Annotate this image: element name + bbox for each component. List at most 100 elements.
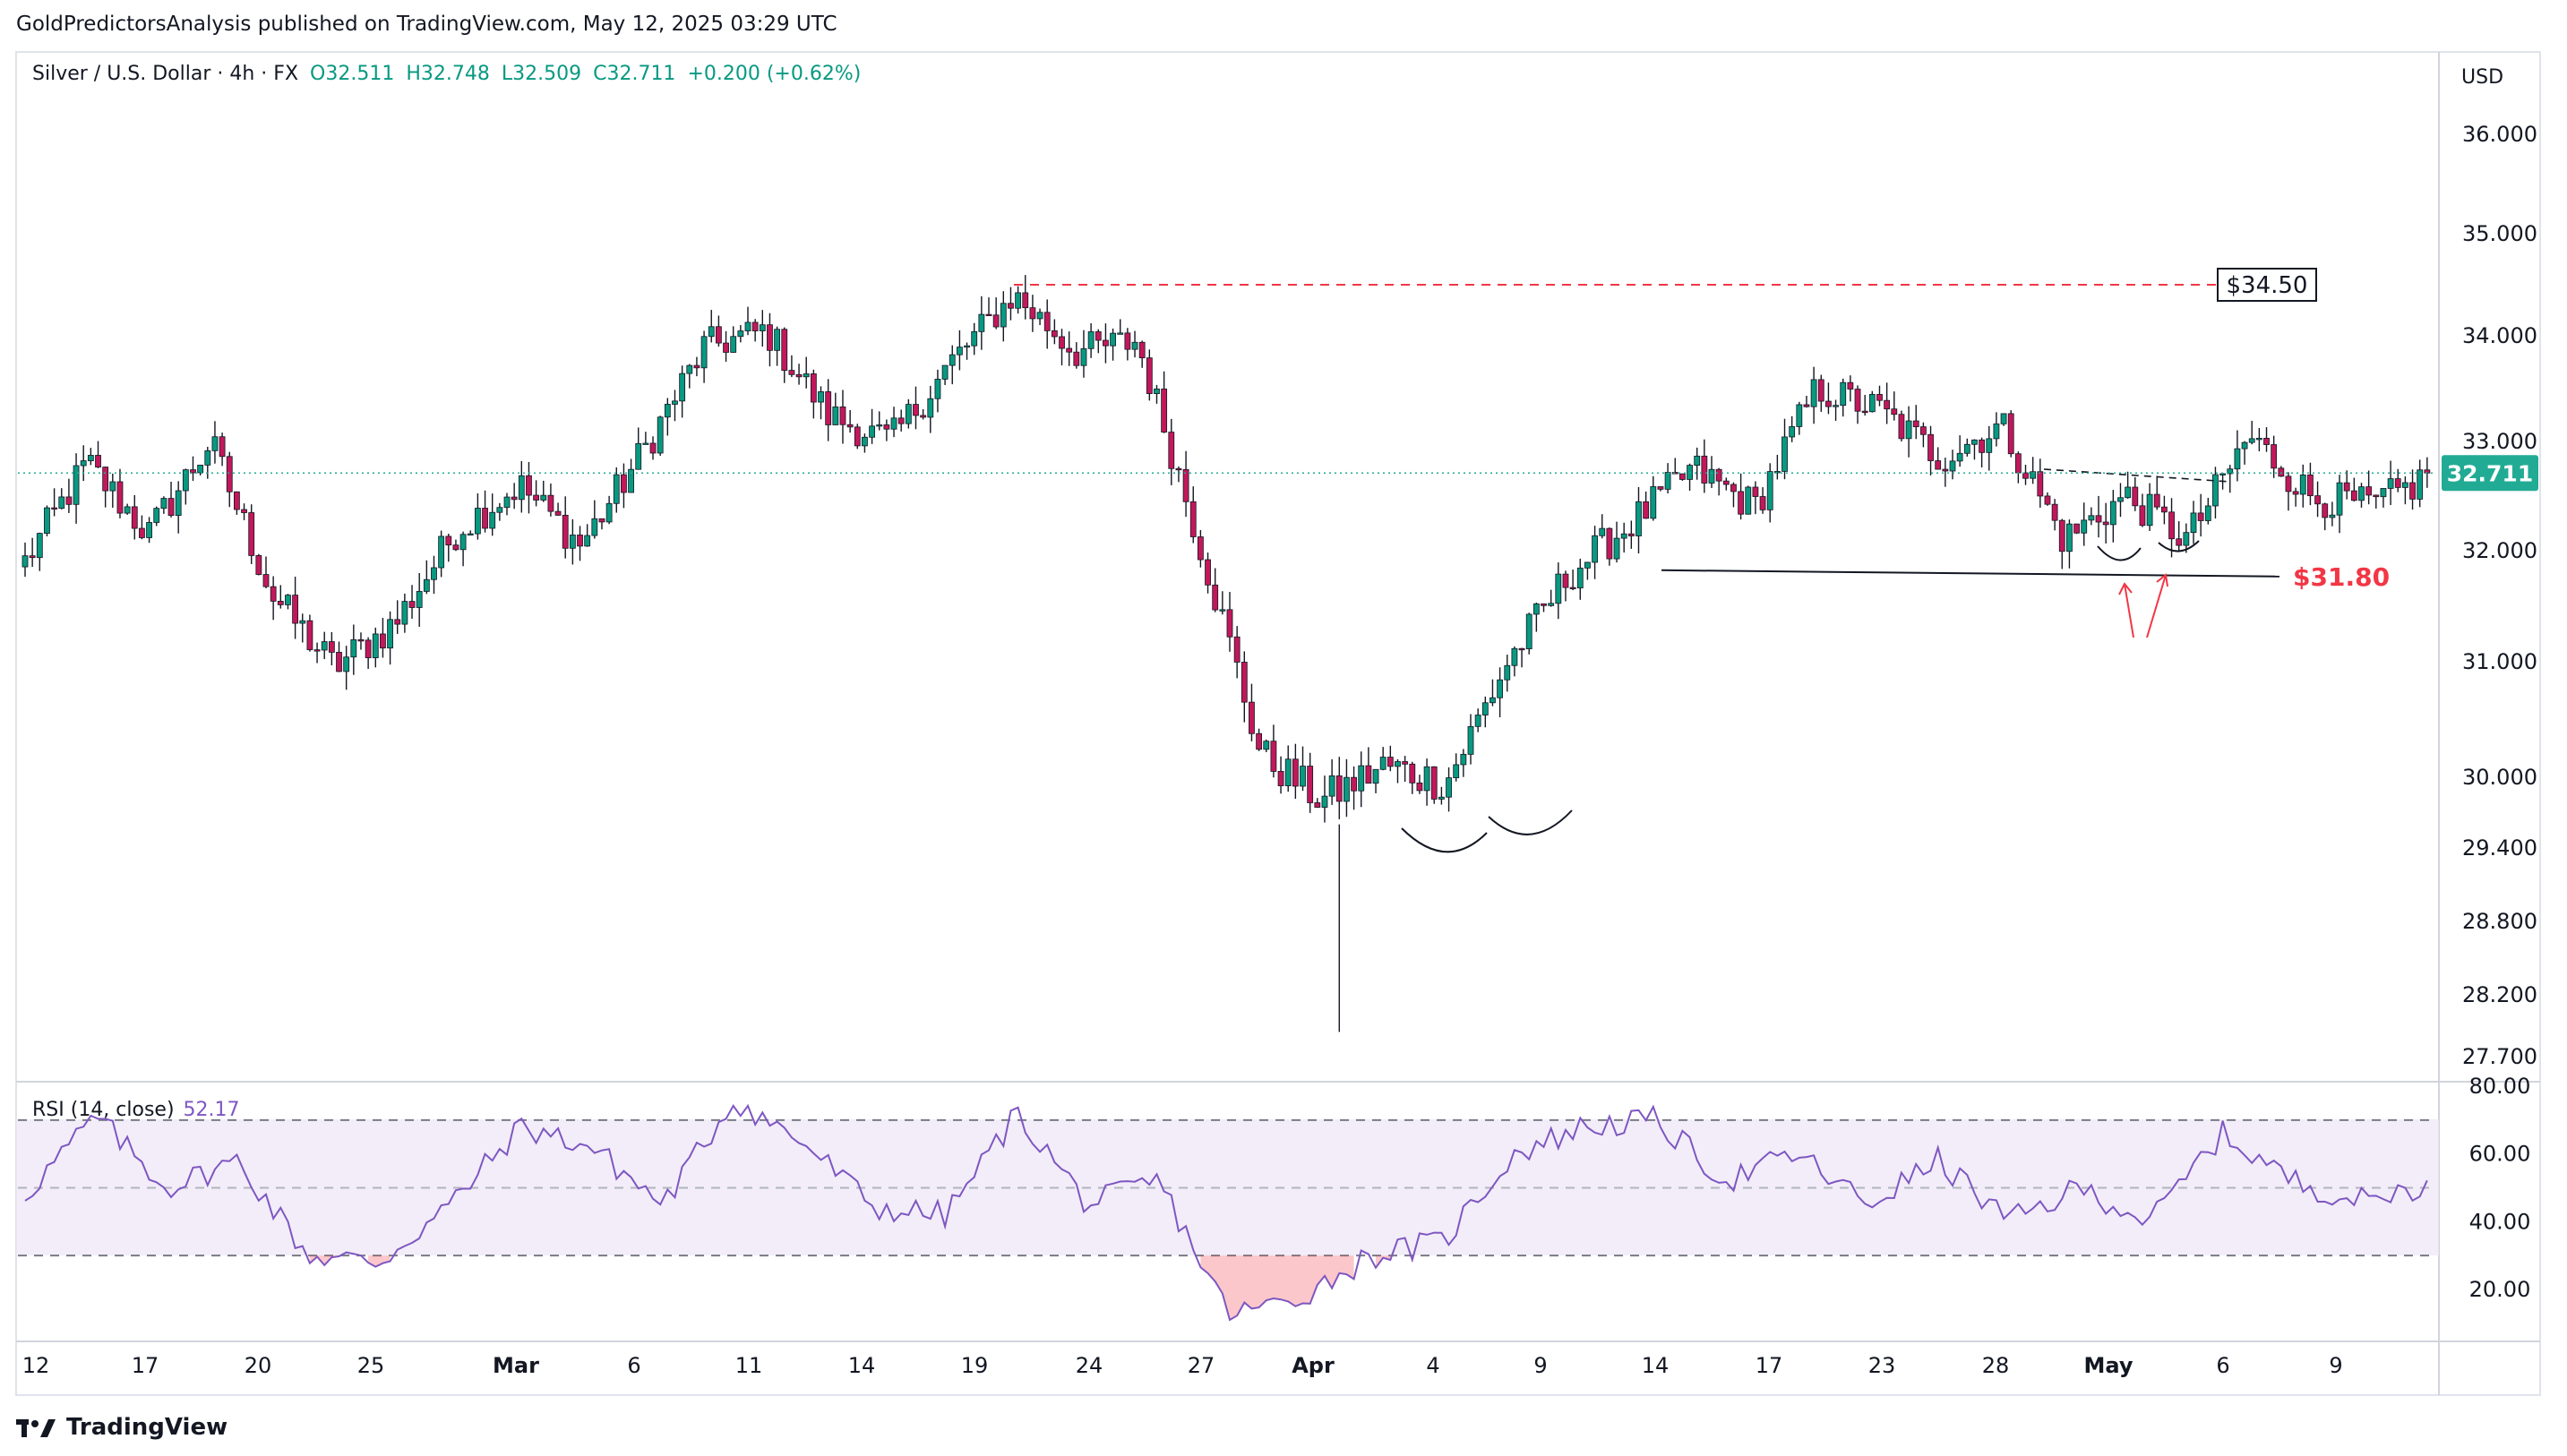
candle-body [482,508,488,529]
candle-body [2022,472,2029,479]
candle-body [1110,332,1116,347]
candle-body [1898,414,1905,440]
candle-body [116,481,124,514]
candle-body [1344,776,1350,802]
tradingview-logo[interactable]: TradingView [16,1411,228,1443]
candle-body [211,436,219,451]
symbol-label[interactable]: Silver / U.S. Dollar · 4h · FX [32,63,299,85]
candle-body [2007,413,2014,455]
candle-body [1935,460,1942,470]
candle-body [2322,503,2329,518]
candle-body [1474,715,1481,727]
arrow-up-right [2146,573,2168,638]
candle-body [503,496,511,509]
candle-body [883,424,890,430]
candle-body [2299,474,2306,495]
candle-body [511,496,518,501]
candle-body [1927,433,1934,461]
candle-body [160,498,167,510]
candle-body [949,354,956,366]
candle-body [1395,761,1401,767]
candle-body [767,324,773,351]
candle-body [2358,486,2365,501]
candle-body [380,633,386,649]
candle-body [2336,482,2343,516]
currency-label[interactable]: USD [2461,66,2504,89]
time-tick-label: 11 [735,1353,763,1378]
rsi-oversold-fill [309,1255,339,1265]
time-tick-label: 28 [1982,1353,2010,1378]
candle-body [1490,697,1496,704]
candle-body [751,321,759,331]
rsi-oversold-fill [1376,1255,1391,1268]
resistance-label-box [2217,268,2317,302]
candle-body [788,370,795,375]
candle-body [2176,538,2183,546]
candle-body [241,509,247,513]
candle-body [277,601,284,605]
candle-body [1759,496,1766,510]
candle-body [1868,394,1876,413]
candle-body [1446,777,1452,798]
bottom-arc-small-right [2158,540,2200,552]
candle-body [1402,761,1409,765]
candle-body [1562,573,1569,588]
candle-body [1606,527,1613,560]
candle-body [1796,404,1803,427]
candle-body [744,321,751,331]
candle-body [1270,741,1277,772]
candle-body [533,494,540,501]
candle-body [80,460,87,467]
candle-body [759,324,766,331]
candle-body [2343,482,2350,492]
candle-body [869,425,875,438]
candle-body [1103,339,1109,347]
candle-body [1292,758,1299,787]
price-tick-label: 28.200 [2462,982,2537,1007]
candle-body [591,518,598,536]
candle-body [2037,471,2044,497]
candle-body [825,391,832,425]
candle-body [1073,351,1080,366]
candle-body [649,442,657,454]
high-value: H32.748 [406,63,490,85]
candle-body [2387,478,2394,489]
candle-body [1226,609,1233,638]
candle-body [1277,771,1284,786]
last-price-label: 32.711 [2447,460,2533,486]
candle-body [708,326,715,338]
candle-body [2409,482,2416,500]
candle-body [2234,448,2241,470]
candle-body [219,436,226,458]
candle-body [2373,494,2380,498]
symbol-legend: Silver / U.S. Dollar · 4h · FX O32.511 H… [32,63,866,85]
candle-body [336,652,342,672]
candle-body [700,336,708,369]
candle-body [394,619,401,625]
publisher-line: GoldPredictorsAnalysis published on Trad… [16,13,837,36]
time-tick-label: 12 [22,1353,50,1378]
candle-body [2160,506,2168,513]
candle-body [2255,438,2262,441]
candle-body [1351,776,1357,792]
candle-body [2417,469,2424,500]
candle-body [2314,495,2321,505]
candle-body [1256,732,1263,750]
candle-body [313,649,321,652]
candle-body [102,467,109,492]
candle-body [1525,613,1532,649]
candle-body [1620,533,1627,539]
close-value: C32.711 [593,63,676,85]
candle-body [1708,468,1715,484]
candle-body [1175,467,1182,471]
candle-body [44,507,50,534]
rsi-legend-label[interactable]: RSI (14, close) [32,1099,175,1121]
candle-body [2051,503,2058,521]
candle-body [1453,764,1460,778]
candle-body [1146,357,1153,394]
candle-body [774,329,781,351]
candle-body [270,586,277,602]
candle-body [1504,664,1511,681]
rsi-tick-label: 60.00 [2469,1142,2531,1167]
